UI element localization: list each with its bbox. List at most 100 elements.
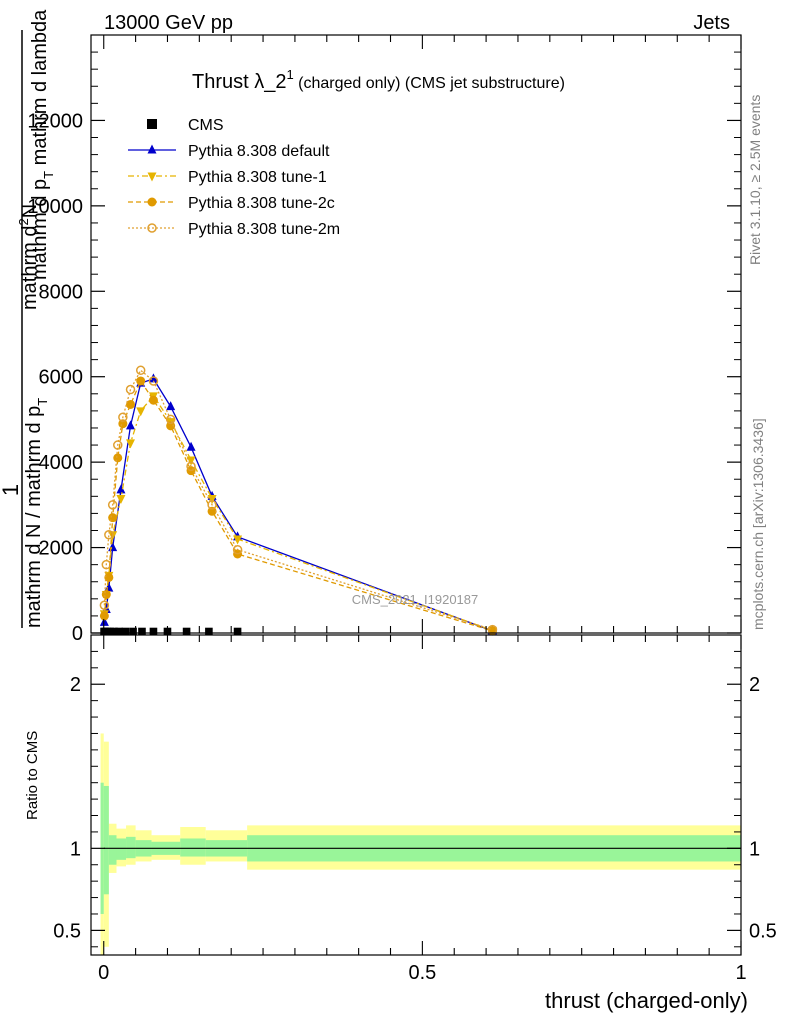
- ylabel-numerator: mathrm d2N: [16, 204, 41, 310]
- band-stat: [180, 838, 206, 857]
- point-pythia-8-308-tune-2m: [186, 461, 196, 472]
- legend-label: CMS: [188, 117, 224, 134]
- point-pythia-8-308-tune-1: [207, 494, 217, 504]
- ytick-label-main: 2000: [39, 538, 84, 560]
- ytick-label-ratio-right: 1: [749, 838, 760, 860]
- point-cms: [106, 627, 114, 636]
- point-pythia-8-308-tune-2m: [135, 365, 146, 376]
- point-pythia-8-308-default: [166, 401, 176, 411]
- point-pythia-8-308-tune-2m: [107, 500, 118, 510]
- point-pythia-8-308-default: [99, 616, 109, 626]
- xtick-label: 1: [735, 962, 746, 984]
- point-pythia-8-308-tune-1: [116, 494, 126, 504]
- legend-label: Pythia 8.308 tune-2m: [188, 221, 340, 238]
- point-pythia-8-308-tune-2c: [148, 395, 158, 405]
- point-cms: [138, 627, 146, 636]
- point-pythia-8-308-tune-2m: [148, 376, 159, 386]
- legend-marker-pythia-8-308-tune-2m: [147, 223, 157, 233]
- ytick-label-ratio-right: 2: [749, 674, 760, 696]
- xlabel: thrust (charged-only): [545, 988, 748, 1013]
- point-cms: [149, 627, 158, 636]
- band-stat: [126, 836, 136, 859]
- band-stat: [116, 838, 127, 860]
- point-pythia-8-308-tune-2c: [101, 590, 111, 600]
- point-cms: [129, 627, 137, 636]
- header-left: 13000 GeV pp: [104, 12, 233, 34]
- point-pythia-8-308-tune-1: [186, 456, 196, 466]
- ytick-label-main: 0: [72, 623, 83, 645]
- header-right: Jets: [693, 12, 730, 34]
- point-cms: [233, 627, 242, 636]
- band-stat: [103, 785, 109, 895]
- legend-label: Pythia 8.308 tune-2c: [188, 195, 335, 212]
- legend-marker-pythia-8-308-default: [147, 144, 157, 154]
- ylabel-denominator: mathrm d N / mathrm d pT: [23, 398, 50, 628]
- point-pythia-8-308-tune-1: [136, 407, 146, 417]
- title-main: Thrust λ_2: [192, 71, 286, 93]
- point-pythia-8-308-tune-2c: [99, 611, 109, 621]
- point-pythia-8-308-tune-2c: [126, 399, 136, 409]
- point-pythia-8-308-default: [148, 373, 158, 383]
- point-pythia-8-308-tune-2c: [113, 453, 123, 463]
- point-pythia-8-308-tune-2c: [136, 376, 146, 386]
- point-pythia-8-308-tune-2m: [232, 544, 243, 555]
- point-pythia-8-308-tune-2m: [125, 384, 136, 395]
- ytick-label-main: 8000: [39, 281, 84, 303]
- point-pythia-8-308-tune-2c: [104, 572, 114, 582]
- ylabel-main: mathrm d2N: [16, 204, 41, 310]
- point-pythia-8-308-tune-2c: [108, 513, 118, 523]
- main-plot: 0 2000 4000 6000 8000 10000 12000: [27, 34, 742, 645]
- ylabel-ratio: Ratio to CMS: [24, 731, 41, 820]
- legend-marker-pythia-8-308-tune-2c: [147, 197, 157, 207]
- series-line-pythia-8-308-tune-2m: [103, 369, 493, 631]
- ylabel-line1-sup: 2: [16, 218, 31, 225]
- ytick-label-main: 4000: [39, 452, 84, 474]
- point-cms: [110, 627, 118, 636]
- point-pythia-8-308-default: [108, 542, 118, 552]
- point-pythia-8-308-tune-2m: [101, 559, 112, 570]
- ylabel-one: 1: [0, 484, 23, 496]
- rivet-label: Rivet 3.1.10, ≥ 2.5M events: [747, 95, 763, 265]
- point-pythia-8-308-default: [186, 441, 196, 451]
- ylabel-line1-rest: N: [19, 204, 41, 218]
- legend-label: Pythia 8.308 tune-1: [188, 169, 327, 186]
- ylabel-line1: mathrm d: [19, 226, 41, 310]
- ytick-label-ratio-right: 0.5: [749, 920, 777, 942]
- ytick-label-ratio: 0.5: [53, 920, 81, 942]
- ytick-label-main: 10000: [27, 196, 83, 218]
- plot-title: Thrust λ_21 (charged only) (CMS jet subs…: [192, 67, 565, 93]
- ratio-plot-frame: [90, 634, 742, 956]
- point-cms: [115, 627, 123, 636]
- ytick-label-main: 12000: [27, 110, 83, 132]
- title-sup: 1: [286, 67, 293, 82]
- title-rest: (charged only) (CMS jet substructure): [294, 75, 565, 92]
- xtick-label: 0.5: [408, 962, 436, 984]
- ytick-label-ratio: 1: [70, 838, 81, 860]
- legend-label: Pythia 8.308 default: [188, 143, 330, 160]
- point-pythia-8-308-tune-2m: [207, 500, 217, 510]
- point-cms: [205, 627, 213, 636]
- point-pythia-8-308-default: [126, 420, 136, 430]
- point-pythia-8-308-tune-2m: [99, 600, 110, 610]
- point-pythia-8-308-tune-2m: [118, 412, 128, 423]
- legend-marker-pythia-8-308-tune-1: [147, 172, 157, 182]
- point-pythia-8-308-tune-1: [233, 535, 243, 545]
- point-pythia-8-308-tune-2m: [165, 414, 176, 425]
- point-pythia-8-308-tune-2m: [104, 530, 114, 540]
- mcplots-label: mcplots.cern.ch [arXiv:1306.3436]: [750, 418, 766, 630]
- ylabel-line2: mathrm d pT mathrm d lambda: [29, 9, 56, 280]
- legend-marker-cms: [147, 119, 157, 129]
- main-plot-frame: [90, 34, 742, 634]
- point-cms: [121, 627, 130, 636]
- point-cms: [182, 627, 191, 636]
- point-pythia-8-308-tune-2m: [113, 440, 123, 450]
- point-pythia-8-308-tune-1: [126, 439, 136, 449]
- ratio-plot: 0.5 0.51 12 2 0 0.5 1: [53, 634, 777, 984]
- point-pythia-8-308-default: [116, 484, 126, 494]
- band-stat: [108, 835, 117, 865]
- xtick-label: 0: [98, 962, 109, 984]
- legend: CMS Pythia 8.308 default Pythia 8.308 tune…: [128, 117, 340, 238]
- ytick-label-main: 6000: [39, 367, 84, 389]
- watermark: CMS_2021_I1920187: [352, 592, 479, 607]
